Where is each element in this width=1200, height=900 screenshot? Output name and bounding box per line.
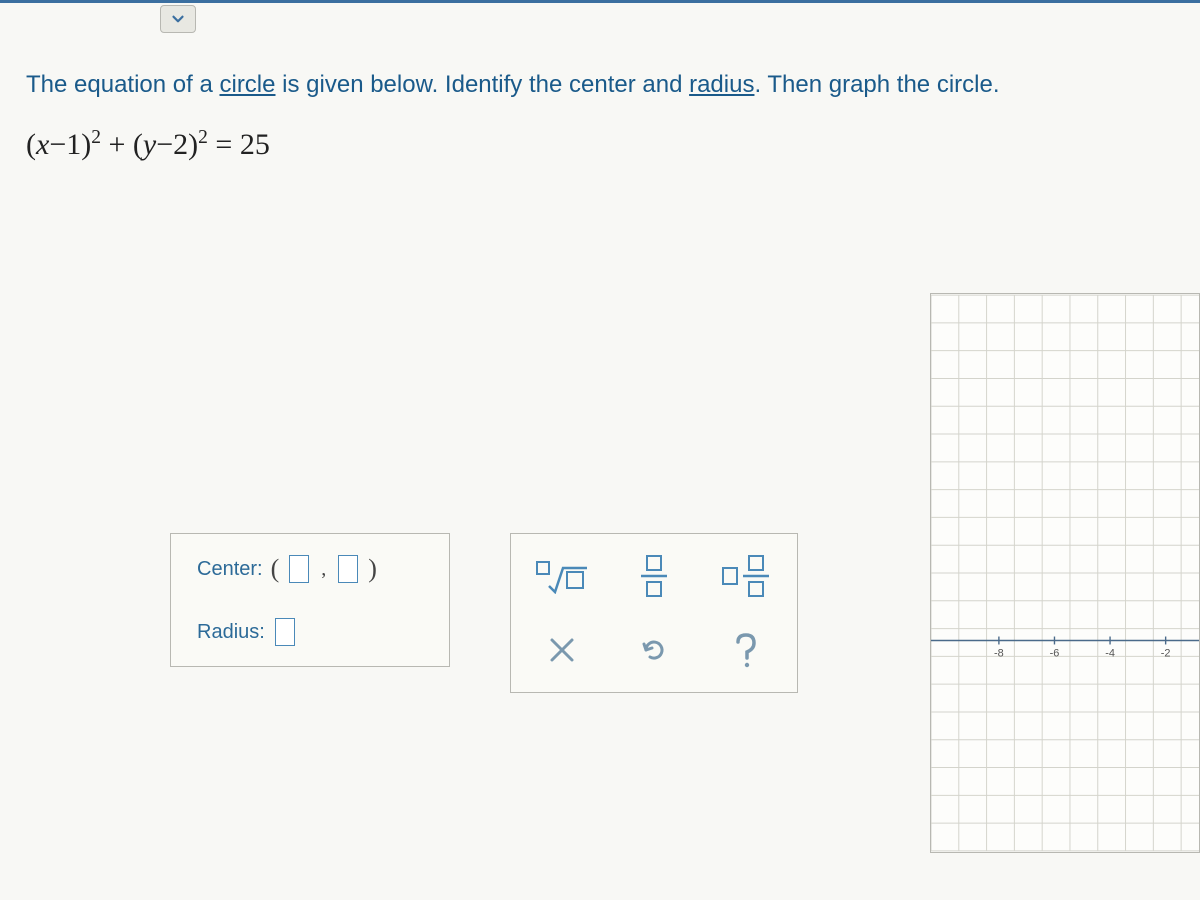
answer-area: Center: ( , ) Radius:	[170, 533, 798, 693]
help-button[interactable]	[713, 622, 779, 678]
comma: ,	[321, 558, 326, 581]
glossary-link-radius[interactable]: radius	[689, 71, 754, 98]
chevron-down-icon	[169, 10, 187, 28]
glossary-link-circle[interactable]: circle	[219, 71, 275, 98]
help-icon	[733, 632, 759, 668]
nth-root-icon	[535, 558, 589, 594]
center-label: Center:	[197, 558, 263, 581]
radius-row: Radius:	[197, 618, 423, 646]
radius-label: Radius:	[197, 621, 265, 644]
answer-box: Center: ( , ) Radius:	[170, 533, 450, 667]
fraction-button[interactable]	[621, 548, 687, 604]
reset-button[interactable]	[621, 622, 687, 678]
svg-text:-2: -2	[1161, 647, 1171, 659]
svg-text:-4: -4	[1105, 647, 1115, 659]
nth-root-button[interactable]	[529, 548, 595, 604]
center-y-input[interactable]	[338, 555, 358, 583]
problem-prompt: The equation of a circle is given below.…	[26, 69, 1174, 101]
math-toolbox	[510, 533, 798, 693]
clear-x-icon	[547, 635, 577, 665]
prompt-text: is given below. Identify the center and	[276, 71, 690, 98]
section-dropdown[interactable]	[160, 5, 196, 33]
graph-panel[interactable]: -8 -6 -4 -2	[930, 293, 1200, 853]
clear-button[interactable]	[529, 622, 595, 678]
radius-input[interactable]	[275, 618, 295, 646]
problem-panel: The equation of a circle is given below.…	[0, 0, 1200, 900]
svg-text:-6: -6	[1050, 647, 1060, 659]
coordinate-grid: -8 -6 -4 -2	[931, 294, 1199, 852]
prompt-text: . Then graph the circle.	[754, 71, 999, 98]
fraction-icon	[639, 554, 669, 598]
open-paren: (	[271, 554, 280, 584]
equation-display: (x−1)2 + (y−2)2 = 25	[26, 127, 1174, 162]
center-row: Center: ( , )	[197, 554, 423, 584]
center-x-input[interactable]	[289, 555, 309, 583]
close-paren: )	[368, 554, 377, 584]
mixed-number-icon	[721, 554, 771, 598]
svg-text:-8: -8	[994, 647, 1004, 659]
reset-icon	[638, 634, 670, 666]
mixed-number-button[interactable]	[713, 548, 779, 604]
prompt-text: The equation of a	[26, 71, 219, 98]
